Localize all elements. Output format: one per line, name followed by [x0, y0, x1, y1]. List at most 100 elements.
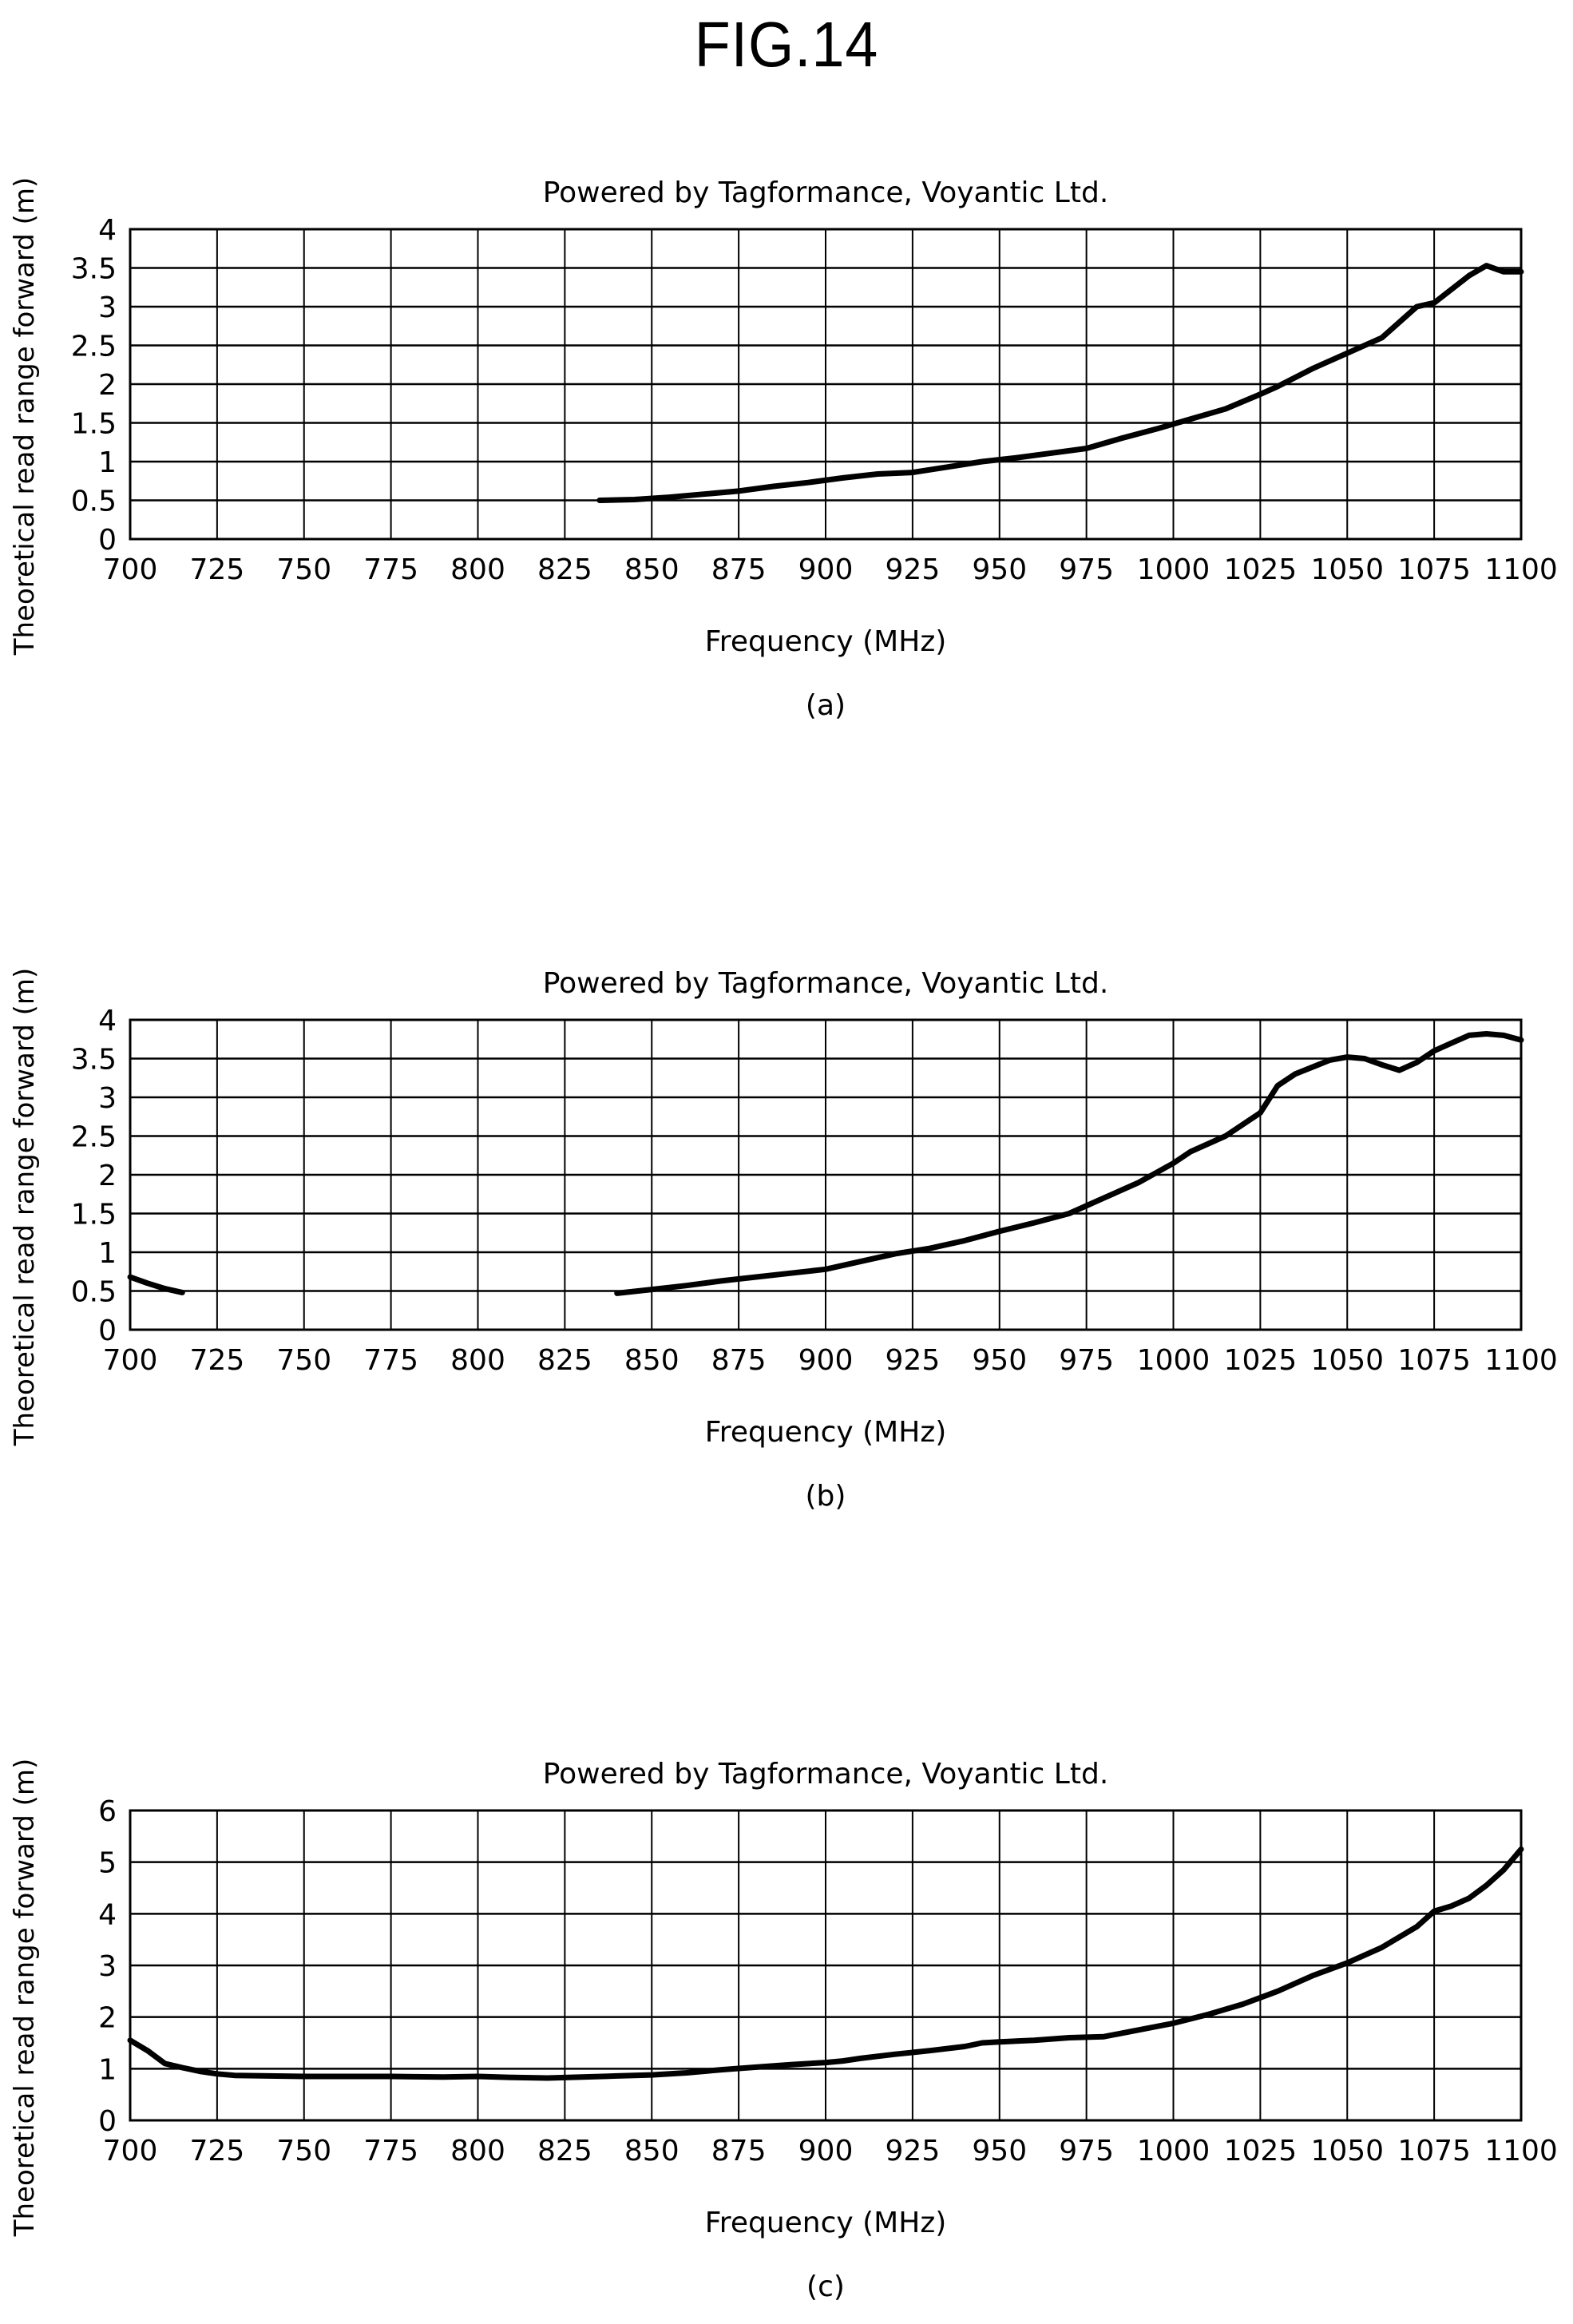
series-line [127, 1031, 1524, 1296]
x-tick-label: 900 [798, 1344, 854, 1377]
x-tick-label: 750 [276, 1344, 331, 1377]
series-line-segment [127, 1846, 1524, 2081]
chart-title: Powered by Tagformance, Voyantic Ltd. [543, 967, 1109, 1000]
x-tick-label: 975 [1059, 2135, 1114, 2167]
x-tick-label: 800 [450, 1344, 505, 1377]
y-tick-label: 1 [98, 1237, 117, 1270]
x-axis-label: Frequency (MHz) [705, 2207, 947, 2239]
x-tick-label: 875 [711, 2135, 767, 2167]
x-tick-label: 775 [363, 553, 418, 586]
chart-a: Powered by Tagformance, Voyantic Ltd. 700… [9, 176, 1558, 722]
x-tick-label: 1100 [1484, 2135, 1558, 2167]
y-tick-label: 0 [98, 1315, 117, 1347]
x-tick-label: 1050 [1310, 1344, 1384, 1377]
y-tick-label: 6 [98, 1795, 117, 1828]
y-tick-label: 3.5 [71, 1044, 117, 1077]
x-tick-label: 700 [103, 1344, 158, 1377]
x-tick-label: 850 [624, 553, 680, 586]
x-tick-label: 825 [537, 1344, 592, 1377]
y-tick-label: 2 [98, 1160, 117, 1192]
x-tick-label: 900 [798, 553, 854, 586]
x-tick-label: 850 [624, 2135, 680, 2167]
panel-label: (a) [806, 689, 846, 722]
y-tick-label: 0.5 [71, 1276, 117, 1309]
panel-label: (b) [806, 1480, 846, 1513]
x-tick-label: 1075 [1397, 553, 1471, 586]
x-tick-label: 1050 [1310, 553, 1384, 586]
y-axis-label: Theoretical read range forward (m) [9, 177, 41, 656]
plot-frame [129, 228, 1523, 541]
y-tick-label: 0 [98, 524, 117, 557]
y-tick-label: 2.5 [71, 331, 117, 363]
x-tick-label: 925 [886, 1344, 941, 1377]
y-tick-label: 3 [98, 1950, 117, 1983]
y-tick-label: 4 [98, 1898, 117, 1931]
y-tick-label: 3.5 [71, 253, 117, 286]
y-tick-label: 5 [98, 1847, 117, 1880]
series-line-segment [614, 1031, 1524, 1296]
x-tick-label: 700 [103, 2135, 158, 2167]
figure-title: FIG.14 [694, 9, 879, 80]
x-tick-label: 800 [450, 553, 505, 586]
y-tick-label: 4 [98, 1005, 117, 1037]
series-line [127, 1846, 1524, 2081]
x-tick-label: 750 [276, 2135, 331, 2167]
x-tick-label: 975 [1059, 553, 1114, 586]
chart-title: Powered by Tagformance, Voyantic Ltd. [543, 176, 1109, 209]
x-tick-label: 950 [972, 2135, 1027, 2167]
x-tick-label: 1000 [1137, 553, 1210, 586]
x-tick-label: 1100 [1484, 553, 1558, 586]
y-tick-label: 2.5 [71, 1121, 117, 1154]
plot-frame [129, 1018, 1523, 1331]
x-tick-label: 825 [537, 553, 592, 586]
x-tick-label: 1000 [1137, 2135, 1210, 2167]
chart-b: Powered by Tagformance, Voyantic Ltd. 700… [9, 967, 1558, 1513]
plot-frame [129, 1809, 1523, 2122]
y-tick-label: 1 [98, 2053, 117, 2086]
x-tick-label: 950 [972, 1344, 1027, 1377]
x-tick-label: 900 [798, 2135, 854, 2167]
x-tick-label: 975 [1059, 1344, 1114, 1377]
panel-label: (c) [806, 2270, 845, 2303]
x-tick-label: 1025 [1224, 2135, 1298, 2167]
chart-title: Powered by Tagformance, Voyantic Ltd. [543, 1758, 1109, 1791]
series-line-segment [596, 263, 1524, 503]
x-tick-label: 750 [276, 553, 331, 586]
y-tick-label: 3 [98, 1082, 117, 1115]
x-tick-label: 800 [450, 2135, 505, 2167]
x-tick-label: 850 [624, 1344, 680, 1377]
x-tick-label: 775 [363, 2135, 418, 2167]
y-tick-label: 1.5 [71, 1199, 117, 1231]
x-tick-label: 925 [886, 2135, 941, 2167]
chart-c: Powered by Tagformance, Voyantic Ltd. 700… [9, 1758, 1558, 2303]
x-tick-label: 1075 [1397, 1344, 1471, 1377]
series-line-segment [127, 1274, 185, 1295]
x-tick-label: 775 [363, 1344, 418, 1377]
x-tick-label: 875 [711, 1344, 767, 1377]
x-tick-label: 700 [103, 553, 158, 586]
y-tick-label: 0 [98, 2105, 117, 2138]
series-line [596, 263, 1524, 503]
x-axis-label: Frequency (MHz) [705, 1416, 947, 1449]
x-tick-label: 1100 [1484, 1344, 1558, 1377]
x-axis-label: Frequency (MHz) [705, 625, 947, 658]
x-tick-label: 1075 [1397, 2135, 1471, 2167]
x-tick-label: 1050 [1310, 2135, 1384, 2167]
y-tick-label: 1 [98, 446, 117, 479]
y-tick-label: 2 [98, 369, 117, 402]
x-tick-label: 725 [190, 1344, 245, 1377]
x-tick-label: 1000 [1137, 1344, 1210, 1377]
y-tick-label: 0.5 [71, 486, 117, 518]
x-tick-label: 725 [190, 2135, 245, 2167]
x-tick-label: 925 [886, 553, 941, 586]
y-axis-label: Theoretical read range forward (m) [9, 968, 41, 1447]
x-tick-label: 950 [972, 553, 1027, 586]
x-tick-label: 725 [190, 553, 245, 586]
y-tick-label: 2 [98, 2002, 117, 2035]
x-tick-label: 825 [537, 2135, 592, 2167]
x-tick-label: 875 [711, 553, 767, 586]
y-tick-label: 3 [98, 291, 117, 324]
y-tick-label: 4 [98, 214, 117, 247]
x-tick-label: 1025 [1224, 553, 1298, 586]
y-tick-label: 1.5 [71, 408, 117, 441]
